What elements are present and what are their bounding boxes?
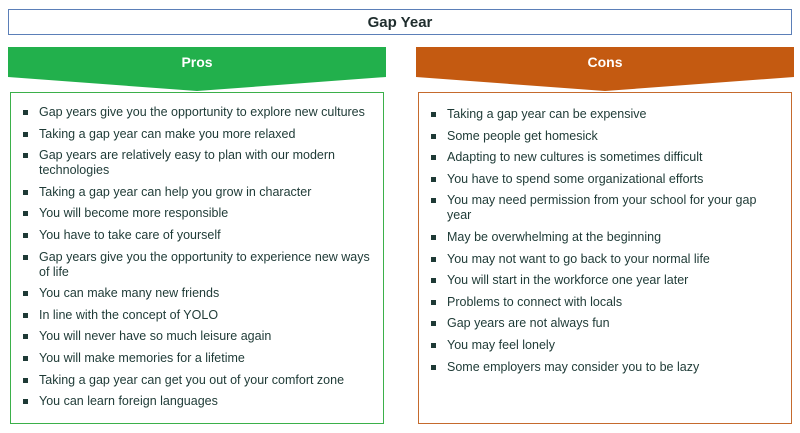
bullet-icon: [23, 211, 28, 217]
cons-item-text: Problems to connect with locals: [447, 294, 623, 309]
pros-list: Gap years give you the opportunity to ex…: [11, 93, 383, 409]
bullet-icon: [23, 232, 28, 238]
bullet-icon: [431, 364, 436, 370]
cons-item: Some employers may consider you to be la…: [427, 360, 783, 375]
bullet-icon: [23, 189, 28, 195]
bullet-icon: [23, 153, 28, 159]
bullet-icon: [23, 291, 28, 297]
pros-item-text: Taking a gap year can help you grow in c…: [39, 184, 312, 199]
pros-item-text: You will become more responsible: [39, 206, 229, 221]
cons-item: Gap years are not always fun: [427, 316, 783, 331]
pros-item-text: Gap years give you the opportunity to ex…: [39, 249, 370, 279]
cons-item: Adapting to new cultures is sometimes di…: [427, 150, 783, 165]
cons-heading: Cons: [587, 54, 623, 70]
pros-item: Gap years give you the opportunity to ex…: [19, 105, 375, 120]
cons-item: Problems to connect with locals: [427, 295, 783, 310]
pros-item: You can make many new friends: [19, 286, 375, 301]
cons-header-shape: [416, 47, 794, 91]
bullet-icon: [431, 278, 436, 284]
pros-item-text: Gap years are relatively easy to plan wi…: [39, 148, 335, 178]
bullet-icon: [431, 256, 436, 262]
pros-item-text: In line with the concept of YOLO: [39, 307, 219, 322]
cons-item-text: Some employers may consider you to be la…: [447, 359, 700, 374]
pros-item: Gap years are relatively easy to plan wi…: [19, 148, 375, 178]
bullet-icon: [431, 112, 436, 117]
cons-item: Taking a gap year can be expensive: [427, 107, 783, 122]
pros-item-text: Taking a gap year can make you more rela…: [39, 126, 296, 141]
bullet-icon: [431, 234, 436, 240]
cons-item-text: You have to spend some organizational ef…: [447, 171, 704, 186]
pros-item: You will never have so much leisure agai…: [19, 329, 375, 344]
bullet-icon: [23, 334, 28, 340]
pros-item-text: You can make many new friends: [39, 286, 220, 301]
cons-list: Taking a gap year can be expensive Some …: [419, 93, 791, 375]
cons-item-text: Some people get homesick: [447, 128, 598, 143]
pros-item: In line with the concept of YOLO: [19, 308, 375, 323]
pros-item: You can learn foreign languages: [19, 394, 375, 409]
cons-item-text: You may not want to go back to your norm…: [447, 251, 710, 266]
cons-item: You may need permission from your school…: [427, 193, 783, 223]
cons-item: You have to spend some organizational ef…: [427, 172, 783, 187]
pros-item: You will become more responsible: [19, 206, 375, 221]
cons-header: Cons: [416, 47, 794, 91]
cons-item: Some people get homesick: [427, 129, 783, 144]
cons-item: May be overwhelming at the beginning: [427, 230, 783, 245]
bullet-icon: [431, 198, 436, 204]
bullet-icon: [23, 110, 28, 115]
cons-item-text: You may need permission from your school…: [447, 193, 757, 223]
pros-item-text: You can learn foreign languages: [39, 394, 218, 409]
bullet-icon: [431, 321, 436, 327]
bullet-icon: [431, 155, 436, 161]
pros-item-text: You have to take care of yourself: [39, 227, 221, 242]
pros-header: Pros: [8, 47, 386, 91]
bullet-icon: [431, 133, 436, 139]
cons-item-text: May be overwhelming at the beginning: [447, 229, 662, 244]
pros-item: You have to take care of yourself: [19, 228, 375, 243]
pros-header-shape: [8, 47, 386, 91]
pros-item-text: Gap years give you the opportunity to ex…: [39, 105, 365, 119]
pros-item: You will make memories for a lifetime: [19, 351, 375, 366]
pros-item-text: You will never have so much leisure agai…: [39, 329, 272, 344]
cons-item-text: Adapting to new cultures is sometimes di…: [447, 150, 703, 165]
pros-item: Taking a gap year can help you grow in c…: [19, 185, 375, 200]
bullet-icon: [23, 312, 28, 318]
cons-item-text: Gap years are not always fun: [447, 316, 610, 331]
bullet-icon: [23, 254, 28, 260]
cons-item-text: You will start in the workforce one year…: [447, 273, 689, 288]
bullet-icon: [431, 342, 436, 348]
bullet-icon: [23, 377, 28, 383]
pros-heading: Pros: [181, 54, 213, 70]
bullet-icon: [23, 399, 28, 405]
bullet-icon: [431, 176, 436, 182]
page-title: Gap Year: [8, 9, 792, 35]
pros-item-text: Taking a gap year can get you out of you…: [39, 372, 345, 387]
pros-list-box: Gap years give you the opportunity to ex…: [10, 92, 384, 424]
pros-item-text: You will make memories for a lifetime: [39, 350, 245, 365]
cons-item-text: Taking a gap year can be expensive: [447, 107, 647, 121]
cons-item: You may not want to go back to your norm…: [427, 252, 783, 267]
pros-item: Gap years give you the opportunity to ex…: [19, 250, 375, 280]
cons-item: You may feel lonely: [427, 338, 783, 353]
bullet-icon: [23, 131, 28, 137]
cons-item: You will start in the workforce one year…: [427, 273, 783, 288]
pros-item: Taking a gap year can get you out of you…: [19, 373, 375, 388]
bullet-icon: [431, 299, 436, 305]
cons-list-box: Taking a gap year can be expensive Some …: [418, 92, 792, 424]
pros-item: Taking a gap year can make you more rela…: [19, 127, 375, 142]
cons-item-text: You may feel lonely: [447, 337, 555, 352]
bullet-icon: [23, 355, 28, 361]
